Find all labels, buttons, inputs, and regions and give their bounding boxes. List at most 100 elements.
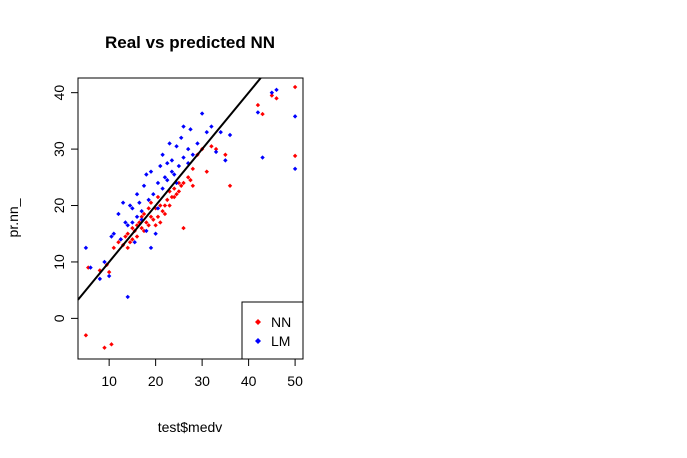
point-nn-26: [160, 208, 165, 214]
point-lm-40: [199, 111, 205, 116]
legend: NN LM: [241, 301, 304, 360]
point-lm-4: [106, 273, 112, 279]
legend-label-nn: NN: [271, 314, 291, 330]
point-nn-27: [162, 203, 168, 208]
point-lm-3: [102, 259, 107, 265]
point-lm-47: [255, 110, 261, 115]
point-lm-39: [195, 141, 200, 146]
point-lm-61: [181, 155, 186, 160]
x-tick-label: 40: [241, 373, 257, 389]
point-lm-59: [169, 169, 175, 174]
x-axis: 10 20 30 40 50: [101, 358, 303, 389]
point-nn-17: [139, 225, 144, 231]
point-lm-44: [218, 129, 223, 135]
point-nn-25: [158, 220, 163, 225]
point-nn-59: [167, 203, 172, 208]
reference-line: [77, 77, 262, 301]
point-lm-56: [155, 206, 161, 211]
point-nn-15: [134, 234, 140, 239]
point-nn-58: [162, 211, 168, 217]
point-lm-26: [160, 152, 165, 157]
point-nn-34: [179, 183, 184, 188]
point-nn-60: [172, 194, 177, 200]
point-nn-64: [155, 194, 161, 200]
point-nn-1: [102, 345, 107, 350]
point-lm-48: [260, 155, 265, 160]
point-lm-17: [139, 208, 144, 214]
point-nn-38: [190, 166, 196, 172]
y-tick-label: 0: [51, 314, 67, 322]
point-lm-31: [172, 172, 177, 177]
point-nn-7: [111, 245, 116, 251]
point-lm-55: [148, 245, 154, 251]
point-lm-13: [130, 220, 135, 225]
point-lm-43: [213, 149, 219, 155]
point-nn-44: [223, 152, 228, 157]
point-lm-57: [160, 186, 165, 191]
point-nn-35: [181, 225, 186, 231]
point-lm-29: [167, 141, 172, 146]
point-lm-64: [134, 214, 140, 220]
point-nn-31: [172, 186, 177, 191]
point-lm-8: [118, 237, 123, 242]
y-tick-label: 10: [51, 254, 67, 270]
point-nn-57: [158, 203, 163, 208]
point-lm-6: [111, 231, 116, 236]
point-nn-45: [227, 183, 233, 188]
point-nn-49: [274, 96, 279, 101]
legend-marker-nn: [255, 319, 261, 325]
point-lm-28: [165, 177, 170, 183]
point-nn-55: [148, 200, 154, 205]
x-tick-label: 10: [101, 373, 117, 389]
y-tick-label: 40: [51, 85, 67, 101]
point-nn-67: [130, 237, 135, 242]
point-lm-16: [137, 200, 142, 205]
point-lm-5: [109, 234, 114, 239]
point-lm-24: [155, 180, 161, 186]
point-lm-50: [274, 87, 279, 93]
point-nn-20: [146, 223, 151, 228]
point-lm-52: [292, 166, 298, 172]
point-lm-19: [144, 172, 149, 177]
point-nn-53: [139, 214, 144, 220]
point-lm-21: [148, 169, 154, 174]
point-nn-24: [155, 214, 161, 220]
point-lm-20: [146, 197, 151, 203]
point-lm-18: [141, 183, 147, 188]
point-nn-18: [141, 211, 147, 217]
point-nn-2: [109, 342, 114, 347]
point-lm-46: [227, 132, 233, 138]
point-lm-23: [153, 231, 158, 236]
point-nn-65: [125, 245, 130, 251]
point-lm-27: [162, 175, 168, 180]
point-lm-41: [204, 129, 209, 135]
point-lm-12: [127, 203, 133, 208]
point-nn-32: [174, 192, 179, 197]
point-lm-34: [179, 135, 184, 141]
points-layer: [83, 84, 298, 350]
point-lm-63: [130, 206, 135, 211]
x-tick-label: 50: [287, 373, 303, 389]
x-tick-label: 20: [148, 373, 164, 389]
point-lm-51: [292, 114, 298, 119]
point-nn-47: [260, 111, 265, 117]
point-nn-63: [190, 183, 196, 188]
y-tick-label: 20: [51, 198, 67, 214]
point-lm-38: [190, 152, 196, 157]
point-lm-32: [174, 144, 179, 149]
point-lm-35: [181, 124, 186, 129]
point-nn-54: [146, 206, 151, 211]
point-nn-6: [106, 269, 112, 275]
y-axis-label: pr.nn_: [5, 198, 21, 237]
point-lm-9: [120, 200, 126, 205]
point-lm-53: [139, 217, 144, 222]
point-nn-51: [292, 153, 298, 159]
point-nn-10: [123, 234, 128, 239]
legend-box: [241, 301, 304, 360]
point-lm-65: [125, 223, 130, 228]
point-nn-11: [125, 231, 130, 236]
point-nn-30: [169, 194, 175, 200]
point-lm-10: [123, 220, 128, 225]
point-nn-50: [292, 84, 298, 90]
